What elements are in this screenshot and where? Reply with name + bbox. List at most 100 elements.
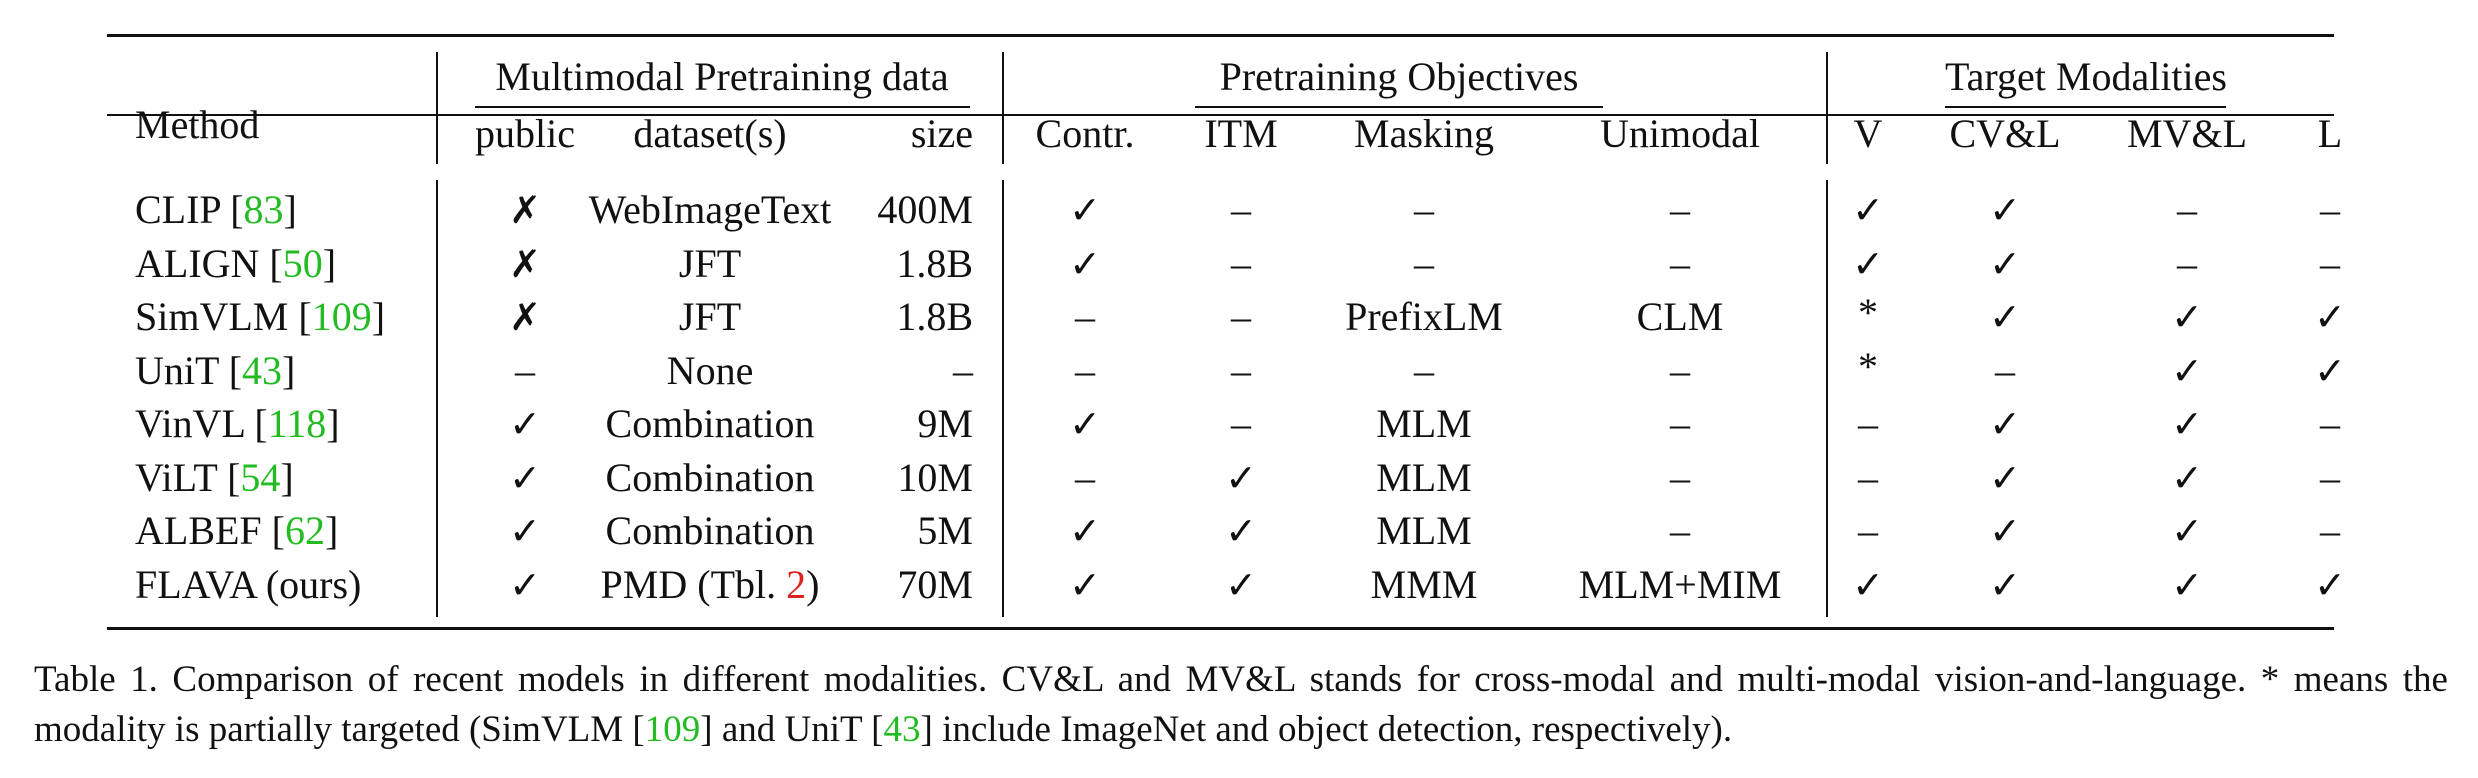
caption-cite-unit[interactable]: 43	[883, 709, 921, 750]
dataset-text: Combination	[605, 508, 815, 553]
vertical-rule-1-body	[436, 180, 438, 617]
method-citation[interactable]: 83	[243, 187, 284, 232]
method-citation[interactable]: 54	[240, 454, 281, 500]
method-citation[interactable]: 109	[311, 294, 372, 339]
row-size: 9M	[917, 401, 973, 446]
row-public: ✗	[509, 295, 541, 339]
row-masking: MMM	[1370, 561, 1478, 607]
row-size: 70M	[897, 561, 973, 607]
row-v: –	[1858, 454, 1878, 500]
row-mvl: ✓	[2171, 562, 2203, 607]
method-name: ALIGN [	[135, 240, 283, 286]
row-unimodal: MLM+MIM	[1578, 561, 1782, 607]
method-name: ViLT [	[135, 454, 241, 500]
vertical-rule-3	[1826, 52, 1828, 164]
row-itm: –	[1231, 401, 1251, 446]
row-method: UniT [43]	[135, 347, 295, 395]
row-contr: ✓	[1069, 188, 1101, 232]
row-masking: MLM	[1376, 508, 1472, 553]
row-l: –	[2320, 401, 2340, 446]
row-public: ✓	[509, 455, 541, 500]
dataset-table-ref[interactable]: 2	[786, 561, 807, 607]
row-method: ViLT [54]	[135, 454, 294, 502]
method-name: FLAVA (ours)	[135, 561, 362, 607]
dataset-text: PMD (Tbl.	[600, 561, 787, 607]
row-unimodal: CLM	[1636, 294, 1724, 339]
row-l: –	[2320, 508, 2340, 553]
row-public: –	[515, 347, 535, 393]
row-masking: –	[1414, 187, 1434, 232]
row-unimodal: –	[1670, 454, 1690, 500]
row-itm: –	[1231, 294, 1251, 339]
row-contr: ✓	[1069, 402, 1101, 446]
vertical-rule-2-body	[1002, 180, 1004, 617]
row-masking: –	[1414, 347, 1434, 393]
row-method: CLIP [83]	[135, 186, 297, 234]
method-name: VinVL [	[135, 401, 268, 446]
row-unimodal: –	[1670, 187, 1690, 232]
row-size: 5M	[917, 508, 973, 553]
group-underline-objectives	[1195, 106, 1603, 108]
dataset-text: JFT	[678, 294, 742, 339]
dataset-text: WebImageText	[588, 187, 832, 232]
method-citation-close: ]	[322, 240, 337, 286]
row-public: ✓	[509, 562, 541, 607]
row-public: ✓	[509, 402, 541, 446]
row-mvl: ✓	[2171, 295, 2203, 339]
dataset-text: JFT	[678, 240, 742, 286]
row-contr: –	[1075, 454, 1095, 500]
row-size: –	[953, 347, 973, 393]
vertical-rule-1	[436, 52, 438, 164]
row-dataset: JFT	[679, 293, 741, 341]
row-cvl: ✓	[1989, 402, 2021, 446]
method-citation-close: ]	[283, 187, 297, 232]
row-l: –	[2320, 187, 2340, 232]
header-unimodal: Unimodal	[1600, 111, 1760, 156]
method-citation[interactable]: 118	[267, 401, 327, 446]
row-itm: –	[1231, 187, 1251, 232]
row-public: ✗	[509, 241, 541, 286]
row-cvl: –	[1995, 347, 2015, 393]
row-contr: –	[1075, 347, 1095, 393]
method-citation-close: ]	[326, 401, 340, 446]
method-name: CLIP [	[135, 187, 244, 232]
row-method: ALIGN [50]	[135, 240, 336, 288]
header-public: public	[475, 111, 575, 156]
method-citation-close: ]	[371, 294, 386, 339]
row-mvl: ✓	[2171, 348, 2203, 393]
row-contr: ✓	[1069, 241, 1101, 286]
row-masking: MLM	[1376, 454, 1472, 500]
header-cvl: CV&L	[1949, 111, 2061, 156]
row-dataset: Combination	[606, 507, 815, 555]
method-citation[interactable]: 62	[285, 508, 325, 553]
group-underline-targets	[1945, 106, 2226, 108]
row-cvl: ✓	[1989, 241, 2021, 286]
caption-text-a: Comparison of recent models in different…	[34, 659, 2448, 750]
method-citation-close: ]	[325, 508, 339, 553]
row-masking: PrefixLM	[1345, 294, 1503, 339]
row-dataset: Combination	[606, 400, 815, 448]
caption-text-c: ] include ImageNet and object detection,…	[920, 709, 1733, 750]
vertical-rule-3-body	[1826, 180, 1828, 617]
row-unimodal: –	[1670, 508, 1690, 553]
row-mvl: –	[2177, 240, 2197, 286]
header-l: L	[2317, 111, 2343, 156]
group-title-pretraining-data: Multimodal Pretraining data	[495, 54, 949, 99]
row-l: ✓	[2314, 562, 2346, 607]
dataset-text: Combination	[605, 401, 815, 446]
row-itm: ✓	[1225, 509, 1257, 553]
caption-text-b: ] and UniT [	[700, 709, 884, 750]
row-v: *	[1858, 343, 1878, 389]
vertical-rule-2	[1002, 52, 1004, 164]
row-contr: ✓	[1069, 562, 1101, 607]
header-itm: ITM	[1204, 111, 1278, 156]
dataset-text: None	[666, 347, 754, 393]
method-citation[interactable]: 50	[282, 240, 323, 286]
header-mvl: MV&L	[2127, 111, 2247, 156]
row-unimodal: –	[1670, 401, 1690, 446]
caption-cite-simvlm[interactable]: 109	[644, 709, 701, 750]
row-unimodal: –	[1670, 240, 1690, 286]
row-v: ✓	[1852, 188, 1884, 232]
row-v: ✓	[1852, 562, 1884, 607]
method-citation[interactable]: 43	[242, 347, 283, 393]
